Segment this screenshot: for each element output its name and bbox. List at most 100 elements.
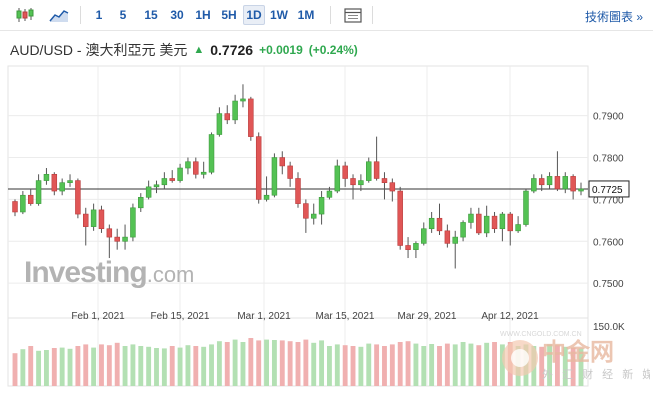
volume-bar xyxy=(264,339,269,386)
volume-bar xyxy=(452,344,458,386)
candle-body xyxy=(138,197,144,209)
price-change: +0.0019 xyxy=(259,43,303,57)
volume-bar xyxy=(146,346,152,386)
volume-bar xyxy=(193,346,199,386)
candle-body xyxy=(295,178,301,204)
volume-bar xyxy=(484,342,490,386)
candle-body xyxy=(452,236,458,244)
candle-body xyxy=(35,180,42,204)
volume-bar xyxy=(421,346,427,386)
volume-bar xyxy=(382,346,387,386)
cngold-watermark: 中金网 外 汇 财 经 新 媒 体 WWW.CNGOLD.COM.CN xyxy=(500,331,650,381)
volume-bar xyxy=(350,346,356,386)
volume-bar xyxy=(334,344,340,386)
area-chart-icon[interactable] xyxy=(48,5,70,25)
instrument-title: AUD/USD - 澳大利亞元 美元 xyxy=(10,42,188,58)
technical-chart-link[interactable]: 技術圖表 » xyxy=(584,10,643,24)
volume-bar xyxy=(327,346,332,386)
candle-body xyxy=(75,180,81,215)
x-tick-label: Apr 12, 2021 xyxy=(481,311,539,322)
period-5-button[interactable]: 5 xyxy=(119,8,127,22)
volume-bar xyxy=(216,341,222,386)
candle-body xyxy=(436,217,443,232)
candle-body xyxy=(122,236,128,242)
candle-body xyxy=(83,213,89,227)
period-1d-button[interactable]: 1D xyxy=(243,5,265,25)
volume-bar xyxy=(476,345,482,386)
candle-body xyxy=(20,194,26,213)
candle-body xyxy=(130,207,136,238)
volume-bar xyxy=(12,353,18,386)
candle-body xyxy=(366,161,372,181)
toolbar-separator xyxy=(372,6,373,24)
current-price-label: 0.7725 xyxy=(592,185,623,196)
candle-body xyxy=(476,213,482,234)
volume-bar xyxy=(405,341,411,386)
volume-bar xyxy=(366,343,372,386)
volume-bar xyxy=(114,342,120,386)
volume-bar xyxy=(248,338,254,386)
candle-body xyxy=(523,190,529,225)
volume-bar xyxy=(36,350,42,386)
volume-bar xyxy=(91,347,97,386)
candle-body xyxy=(12,201,18,213)
candle-body xyxy=(177,167,183,181)
up-arrow-icon: ▲ xyxy=(193,44,205,56)
candle-body xyxy=(90,209,97,227)
candle-body xyxy=(271,157,278,196)
candle-body xyxy=(334,165,341,192)
period-15-button[interactable]: 15 xyxy=(144,8,158,22)
candle-body xyxy=(240,98,246,102)
candle-body xyxy=(232,100,238,121)
volume-bar xyxy=(319,340,325,386)
y-tick-label: 0.7600 xyxy=(593,237,624,248)
volume-bar xyxy=(413,343,419,386)
candle-body xyxy=(570,176,576,192)
candle-body xyxy=(507,213,513,232)
candle-body xyxy=(562,176,569,190)
candle-body xyxy=(27,194,34,204)
candle-body xyxy=(216,113,223,135)
volume-bar xyxy=(185,345,191,386)
candle-body xyxy=(381,178,388,183)
candle-body xyxy=(515,224,521,232)
x-tick-label: Mar 1, 2021 xyxy=(237,311,291,322)
period-1m-button[interactable]: 1M xyxy=(297,8,315,22)
candle-body xyxy=(554,176,561,190)
candle-body xyxy=(153,184,160,188)
toolbar-separator xyxy=(330,6,331,24)
chart-toolbar: 1 5 15 30 1H 5H 1D 1W 1M 技術圖表 » xyxy=(0,0,653,31)
volume-bar xyxy=(51,348,57,386)
volume-bar xyxy=(311,342,317,386)
candle-body xyxy=(185,161,191,169)
candlestick-icon[interactable] xyxy=(14,5,36,25)
current-price-tag xyxy=(588,180,630,198)
candle-body xyxy=(531,178,537,192)
candle-body xyxy=(538,178,545,186)
candle-body xyxy=(483,215,490,234)
candle-body xyxy=(67,180,73,183)
period-5h-button[interactable]: 5H xyxy=(221,8,237,22)
y-tick-label: 0.7700 xyxy=(593,195,624,206)
volume-bar xyxy=(444,343,450,386)
candle-body xyxy=(310,213,317,219)
volume-bar xyxy=(232,339,238,386)
volume-bar xyxy=(106,345,112,386)
volume-bar xyxy=(67,348,73,386)
candle-body xyxy=(413,243,419,250)
volume-bar xyxy=(224,342,230,386)
candle-body xyxy=(468,213,474,223)
calendar-icon[interactable] xyxy=(342,5,364,25)
period-30-button[interactable]: 30 xyxy=(170,8,184,22)
candle-body xyxy=(263,194,270,200)
volume-bar xyxy=(20,349,26,386)
period-1-button[interactable]: 1 xyxy=(95,8,103,22)
y-tick-label: 0.7900 xyxy=(593,112,624,123)
period-1w-button[interactable]: 1W xyxy=(270,8,288,22)
volume-bar xyxy=(240,342,246,386)
x-tick-label: Mar 15, 2021 xyxy=(316,311,375,322)
volume-bar xyxy=(99,344,104,386)
volume-bar xyxy=(279,340,285,386)
period-1h-button[interactable]: 1H xyxy=(195,8,211,22)
y-tick-label: 0.7500 xyxy=(593,279,624,290)
